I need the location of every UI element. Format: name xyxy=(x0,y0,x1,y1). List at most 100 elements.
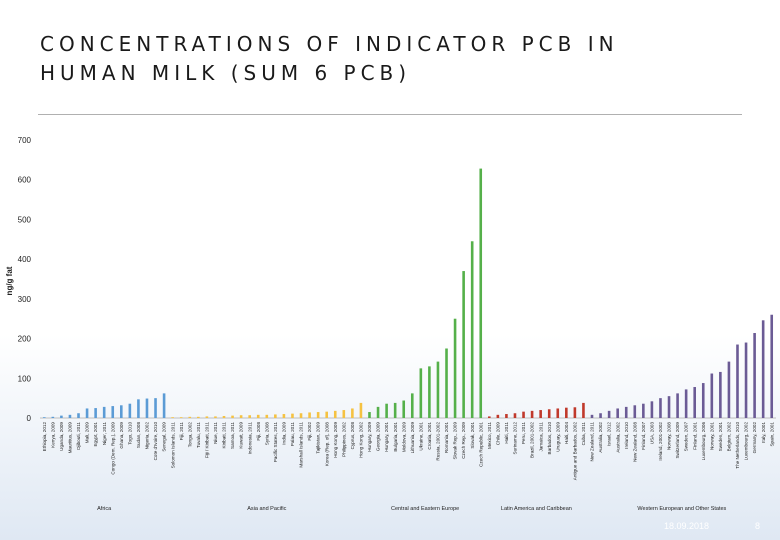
category-label: Russia, 2001-2002 xyxy=(436,422,441,461)
category-label: New Zealand, 2011 xyxy=(590,422,595,462)
category-label: New Zealand, 2008 xyxy=(632,422,637,462)
bar-2-18 xyxy=(316,412,320,418)
category-label: Spain, 2001 xyxy=(769,422,774,447)
category-label: Antigue and Barbados, 2002 xyxy=(572,422,577,481)
category-label: Germany, 2002 xyxy=(752,422,757,454)
group-label: Africa xyxy=(97,506,112,512)
category-label: Israel, 2012 xyxy=(607,422,612,446)
bar-2-3 xyxy=(188,416,192,418)
category-label: Samoa, 2011 xyxy=(230,422,235,449)
slide-page-number: 8 xyxy=(755,521,761,531)
bar-5-8 xyxy=(650,401,654,418)
category-label: Uganda, 2009 xyxy=(59,422,64,451)
category-label: The Netherlands, 2010 xyxy=(735,422,740,469)
category-label: Romania, 2001 xyxy=(444,422,449,454)
category-label: Barbados, 2010 xyxy=(547,422,552,455)
category-label: Bulgaria, 2001 xyxy=(393,422,398,452)
category-label: Niue, 2011 xyxy=(213,422,218,444)
bar-5-14 xyxy=(701,383,705,418)
bar-1-10 xyxy=(120,405,123,418)
bar-5-21 xyxy=(761,320,765,418)
category-label: USA, 2003 xyxy=(650,422,655,445)
bar-4-3 xyxy=(505,414,508,418)
bar-4-9 xyxy=(556,408,560,418)
bar-2-19 xyxy=(325,411,328,418)
bar-3-12 xyxy=(462,271,465,418)
bar-5-7 xyxy=(642,403,645,418)
bar-1-11 xyxy=(128,403,132,418)
bar-5-22 xyxy=(770,314,774,418)
pcb-bar-chart: 0 100 200 300 400 500 600 700 ng/g fat Ethiopia, … xyxy=(5,136,776,512)
category-label: Haiti, 2011 xyxy=(504,422,509,444)
bar-2-12 xyxy=(265,414,269,418)
category-label: Solomon Islands, 2011 xyxy=(170,422,175,469)
category-label: Suriname, 2012 xyxy=(513,422,518,455)
category-label: Czech Republic, 2001 xyxy=(478,422,483,467)
bar-5-1 xyxy=(590,414,594,418)
bar-1-6 xyxy=(85,408,89,418)
bar-2-7 xyxy=(222,416,226,418)
category-label: Fiji, 2011 xyxy=(179,422,184,441)
category-label: Uruguay, 2009 xyxy=(555,422,560,452)
y-tick-label: 100 xyxy=(18,374,32,383)
bar-2-17 xyxy=(308,412,311,418)
y-tick-label: 700 xyxy=(18,136,32,145)
bar-1-14 xyxy=(154,398,157,418)
category-label: Croatia, 2001 xyxy=(427,422,432,450)
category-label: Mexico, 2011 xyxy=(487,422,492,449)
bar-3-6 xyxy=(410,393,414,418)
bar-5-13 xyxy=(693,387,696,418)
bar-5-9 xyxy=(659,398,662,418)
category-label: Czech Rep., 2009 xyxy=(461,422,466,459)
bar-2-1 xyxy=(171,417,174,418)
category-label: Australia, 2002 xyxy=(615,422,620,453)
category-label: Sweden, 2007 xyxy=(684,422,689,452)
category-label: Senegal, 2009 xyxy=(162,422,167,452)
bar-3-3 xyxy=(385,403,388,418)
bar-3-4 xyxy=(393,402,397,418)
category-label: Belgium, 2002 xyxy=(727,422,732,452)
group-label: Latin America and Caribbean xyxy=(501,506,572,512)
bar-5-16 xyxy=(719,371,722,418)
bar-3-9 xyxy=(436,361,440,418)
category-label: Hong Kong, 2002 xyxy=(359,422,364,458)
title-line-2: HUMAN MILK (SUM 6 PCB) xyxy=(40,61,412,85)
bar-3-13 xyxy=(470,241,474,418)
bar-4-2 xyxy=(496,414,500,418)
category-label: Kenya, 2009 xyxy=(50,422,55,448)
bar-4-6 xyxy=(530,410,534,418)
bar-4-12 xyxy=(582,402,585,418)
bar-1-5 xyxy=(77,413,80,418)
bar-2-16 xyxy=(299,413,303,418)
y-tick-label: 200 xyxy=(18,335,32,344)
category-label: Cyprus, 2008 xyxy=(350,422,355,450)
bar-2-2 xyxy=(179,417,183,418)
group-label: Central and Eastern Europe xyxy=(391,506,459,512)
group-label: Asia and Pacific xyxy=(247,506,286,512)
bar-2-22 xyxy=(351,408,354,418)
category-label: Sweden, 2001 xyxy=(718,422,723,452)
bar-3-5 xyxy=(402,400,406,418)
category-label: Sudan, 2008 xyxy=(136,422,141,449)
category-label: Nigeria, 2002 xyxy=(145,422,150,450)
category-label: Slovak, 2001 xyxy=(470,422,475,449)
category-label: Ghana, 2009 xyxy=(119,422,124,449)
bar-2-23 xyxy=(359,402,363,418)
category-label: Slovak Rep., 2009 xyxy=(453,422,458,460)
category-label: Korea (Rep. of), 2008 xyxy=(324,422,329,467)
category-label: Niger, 2011 xyxy=(102,422,107,446)
category-label: Syria, 2008 xyxy=(264,422,269,446)
category-label: Georgia, 2009 xyxy=(376,422,381,452)
group-label: Western European and Other States xyxy=(637,506,726,512)
category-label: Tajikistan, 2009 xyxy=(316,422,321,454)
bar-3-7 xyxy=(419,368,423,418)
bar-1-2 xyxy=(51,416,55,418)
category-label: Tuvalu, 2011 xyxy=(196,422,201,448)
slide-title: CONCENTRATIONS OF INDICATOR PCB IN HUMAN… xyxy=(40,30,740,88)
category-label: Mali, 2009 xyxy=(85,422,90,444)
category-label: Mauritius, 2009 xyxy=(68,422,73,454)
bar-2-4 xyxy=(197,416,200,418)
bar-1-13 xyxy=(145,398,149,418)
slide-date: 18.09.2018 xyxy=(664,521,710,531)
y-tick-label: 400 xyxy=(18,255,32,264)
